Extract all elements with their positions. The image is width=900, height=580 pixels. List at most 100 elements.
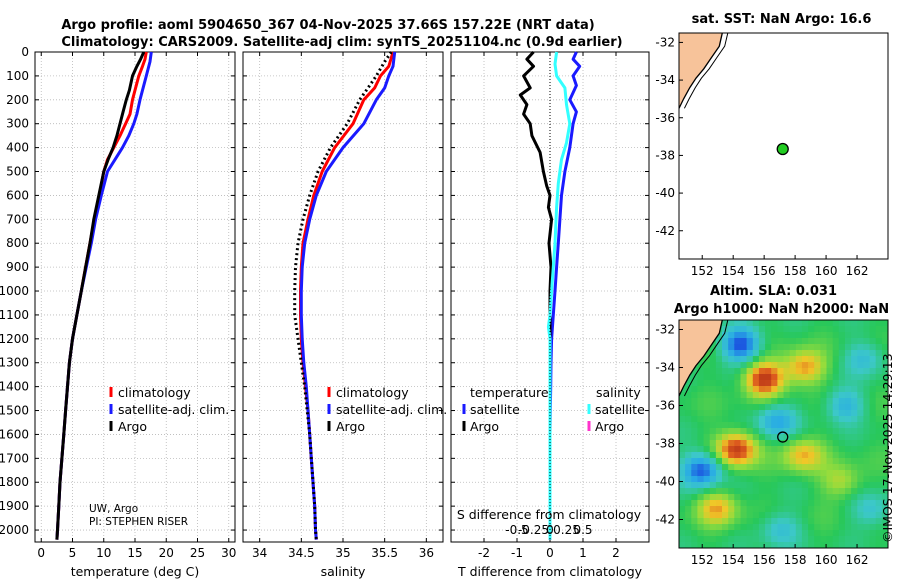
sla-cell (808, 476, 815, 483)
sla-cell (869, 542, 877, 548)
sla-cell (679, 392, 686, 399)
sla-cell (875, 320, 883, 327)
sla-cell (734, 434, 741, 441)
sla-cell (715, 356, 723, 363)
y-tick-label: 600 (6, 188, 29, 202)
sla-cell (728, 434, 735, 441)
sla-cell (703, 512, 711, 519)
sla-cell (832, 338, 840, 345)
sla-cell (697, 404, 705, 411)
sla-cell (758, 392, 766, 399)
sla-cell (691, 434, 698, 441)
sla-cell (845, 458, 852, 465)
sla-cell (857, 326, 864, 333)
shelf-contour (683, 320, 729, 397)
sla-cell (826, 452, 834, 459)
sla-cell (783, 386, 791, 393)
sla_map-panel: 152 154 156 158 160 162 -32 -34 -36 -38 -40 -42 Alti… (655, 284, 889, 567)
sla-cell (832, 536, 840, 543)
sla-cell (863, 452, 871, 459)
sla-cell (734, 320, 741, 327)
sla-cell (814, 458, 821, 465)
sla-cell (722, 482, 729, 489)
x-tick-label: 152 (691, 264, 714, 278)
sla-cell (801, 506, 809, 513)
sla-cell (881, 368, 888, 375)
sla-cell (820, 416, 828, 423)
sla-cell (808, 356, 815, 363)
sla-cell (845, 380, 852, 387)
sla-cell (765, 488, 772, 495)
y-tick-label: 800 (6, 236, 29, 250)
sla-cell (765, 506, 772, 513)
sla-cell (777, 494, 785, 501)
sla-cell (857, 536, 864, 543)
sla-cell (715, 350, 723, 357)
sla-cell (777, 452, 785, 459)
sla-cell (820, 392, 828, 399)
sla-cell (789, 356, 797, 363)
sla-cell (838, 332, 846, 339)
sla-cell (734, 410, 741, 417)
sla-cell (746, 530, 754, 537)
sla-cell (869, 428, 877, 435)
sla-cell (857, 386, 864, 393)
sla-cell (808, 500, 815, 507)
sla-cell (709, 458, 717, 465)
sla-cell (771, 536, 778, 543)
sla-cell (765, 320, 772, 327)
sla-cell (740, 356, 748, 363)
sla-cell (715, 386, 723, 393)
sla-cell (758, 470, 766, 477)
sla-cell (728, 446, 735, 453)
sla-cell (875, 332, 883, 339)
sla-cell (838, 356, 846, 363)
y-tick-label: -34 (655, 73, 675, 87)
sla-cell (765, 404, 772, 411)
sla-cell (795, 530, 803, 537)
sla-cell (789, 518, 797, 525)
sla-cell (752, 434, 760, 441)
sla-cell (783, 530, 791, 537)
series-line-argo (55, 51, 146, 540)
sla-cell (722, 488, 729, 495)
sla-cell (851, 464, 858, 471)
sla-cell (801, 350, 809, 357)
sla-cell (845, 398, 852, 405)
sla-cell (881, 440, 888, 447)
sla-cell (789, 344, 797, 351)
x-tick-label: -2 (478, 546, 490, 560)
sla-cell (820, 518, 828, 525)
sla-cell (685, 506, 692, 513)
x-axis-label: T difference from climatology (457, 564, 643, 579)
sla-cell (808, 464, 815, 471)
sla-cell (826, 488, 834, 495)
sla-cell (857, 542, 864, 548)
sla-cell (801, 398, 809, 405)
sla-cell (869, 440, 877, 447)
sla-cell (881, 482, 888, 489)
sla-cell (801, 362, 809, 369)
sla-cell (691, 416, 698, 423)
sla-cell (691, 368, 698, 375)
sla-cell (685, 494, 692, 501)
sla-cell (801, 356, 809, 363)
sla-cell (838, 512, 846, 519)
sla-cell (845, 530, 852, 537)
sla-cell (752, 338, 760, 345)
sla-cell (820, 410, 828, 417)
sla-cell (783, 332, 791, 339)
sla-cell (795, 476, 803, 483)
sla-cell (869, 320, 877, 327)
sla-cell (691, 542, 698, 548)
sla-cell (857, 476, 864, 483)
sla-cell (789, 410, 797, 417)
sla-cell (746, 428, 754, 435)
sla-cell (838, 458, 846, 465)
sla-cell (777, 530, 785, 537)
sla-cell (795, 482, 803, 489)
sla-cell (869, 524, 877, 531)
sla-cell (857, 344, 864, 351)
sla-cell (863, 458, 871, 465)
sla-cell (863, 350, 871, 357)
